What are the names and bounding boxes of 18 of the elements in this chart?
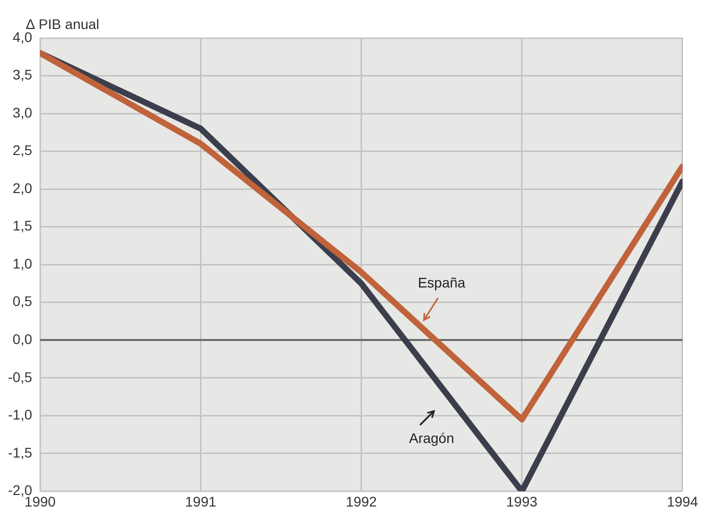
y-tick-label: -1,5 (8, 444, 32, 460)
y-tick-label: 0,5 (12, 293, 32, 310)
y-tick-label: -0,5 (8, 368, 32, 385)
y-tick-label: 3,0 (12, 104, 32, 120)
y-tick-label: 1,0 (12, 255, 32, 272)
y-tick-label: 2,5 (12, 142, 32, 158)
series-label: España (418, 274, 466, 291)
y-tick-label: -2,0 (8, 482, 32, 498)
y-tick-label: 1,5 (12, 218, 32, 234)
y-tick-label: 0,0 (12, 330, 32, 347)
x-tick-label: 1993 (506, 493, 538, 510)
y-tick-label: -1,0 (8, 406, 32, 423)
series-label: Aragón (408, 430, 454, 446)
y-tick-label: 3,5 (12, 66, 32, 83)
x-tick-label: 1991 (185, 493, 216, 510)
x-tick-label: 1994 (666, 493, 698, 510)
x-tick-label: 1992 (346, 493, 378, 510)
y-tick-label: 2,0 (12, 180, 32, 196)
